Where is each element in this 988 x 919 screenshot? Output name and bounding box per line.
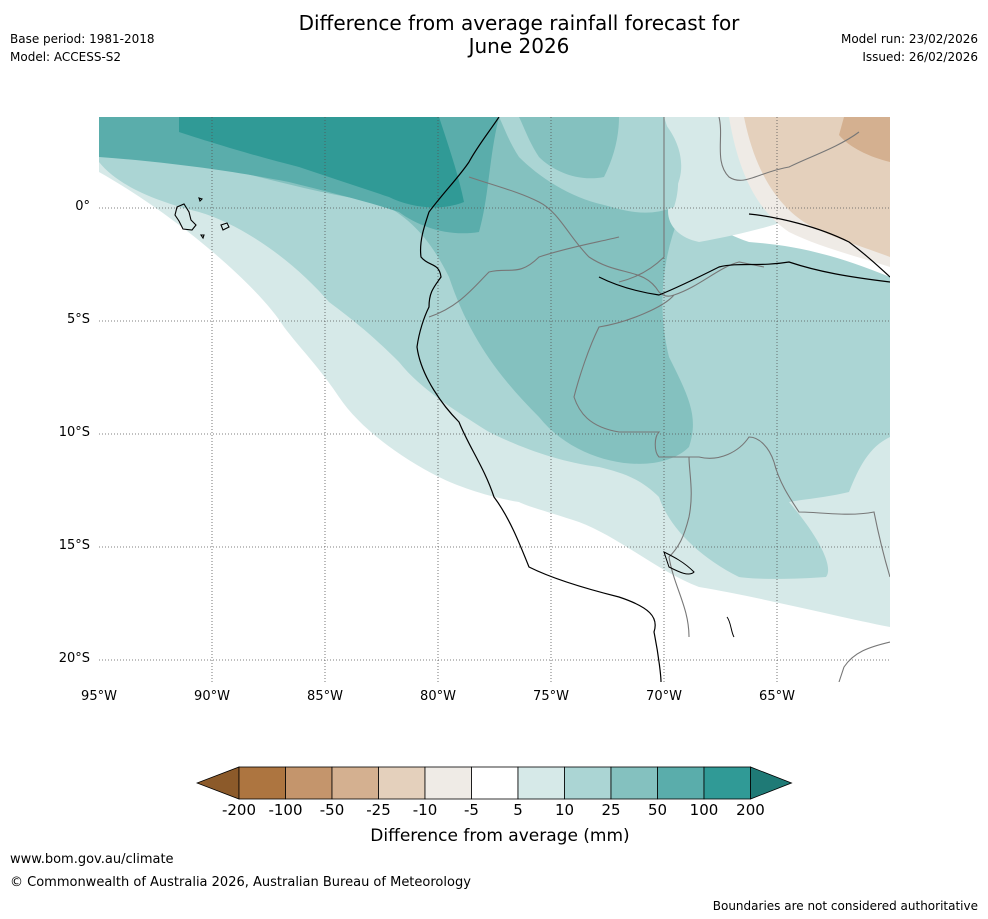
model-text: Model: ACCESS-S2 <box>10 50 122 64</box>
border-colombia-peru <box>468 176 675 297</box>
legend-tick-label: -5 <box>464 801 479 819</box>
lat-label-5s: 5°S <box>66 312 90 327</box>
lon-label-90w: 90°W <box>194 689 230 704</box>
legend-swatch <box>424 766 472 800</box>
legend-tick-label: -200 <box>221 801 257 819</box>
island-small-2 <box>199 234 205 240</box>
island-santa-cruz <box>220 222 230 231</box>
lon-label-70w: 70°W <box>646 689 682 704</box>
contour-100-200 <box>179 117 464 208</box>
island-isabela <box>174 203 197 231</box>
graticule <box>99 117 890 682</box>
legend-swatch <box>610 766 658 800</box>
galapagos-islands <box>174 197 230 240</box>
issued-text: Issued: 26/02/2026 <box>862 50 978 64</box>
legend-tick-label: -10 <box>412 801 438 819</box>
legend-swatch <box>285 766 333 800</box>
footer-disclaimer: Boundaries are not considered authoritat… <box>712 899 978 913</box>
lake-poopo <box>726 616 735 638</box>
lon-label-95w: 95°W <box>81 689 117 704</box>
legend-tick-label: -100 <box>268 801 303 819</box>
country-borders <box>428 117 890 682</box>
legend-arrow-high <box>750 766 793 800</box>
legend-tick-label: 100 <box>689 801 719 819</box>
title-line-1: Difference from average rainfall forecas… <box>298 11 740 35</box>
legend-swatch <box>378 766 426 800</box>
legend-title: Difference from average (mm) <box>370 826 630 846</box>
border-venezuela-guyana <box>718 117 860 181</box>
border-peru-brazil-bolivia <box>573 294 775 463</box>
legend-arrow-low <box>196 766 240 800</box>
legend-tick-label: 50 <box>647 801 668 819</box>
lon-label-65w: 65°W <box>759 689 795 704</box>
border-colombia-brazil <box>673 261 765 296</box>
contour-25-50-north <box>519 117 619 179</box>
border-paraguay <box>838 641 890 682</box>
legend-swatch <box>564 766 612 800</box>
legend-swatch <box>471 766 519 800</box>
contour-dry-minus10 <box>744 117 890 257</box>
lat-label-15s: 15°S <box>58 538 90 553</box>
legend-tick-label: 25 <box>601 801 621 819</box>
border-peru-bolivia-chile <box>668 456 692 638</box>
legend-swatch <box>703 766 751 800</box>
lat-label-0: 0° <box>75 199 90 214</box>
base-period-text: Base period: 1981-2018 <box>10 32 155 46</box>
lon-label-85w: 85°W <box>307 689 343 704</box>
legend-tick-label: 200 <box>736 801 765 819</box>
lat-label-10s: 10°S <box>58 425 90 440</box>
border-bolivia-brazil-south <box>773 461 890 578</box>
border-ecuador-peru <box>428 236 620 318</box>
title-line-2: June 2026 <box>468 34 570 58</box>
lon-label-75w: 75°W <box>533 689 569 704</box>
coastline-amazon-river <box>598 261 890 296</box>
header-left: Base period: 1981-2018 Model: ACCESS-S2 <box>10 30 155 66</box>
coastline <box>416 117 890 682</box>
model-run-text: Model run: 23/02/2026 <box>840 32 978 46</box>
border-venezuela-colombia <box>618 117 665 283</box>
rainfall-anomaly-map[interactable] <box>99 117 890 682</box>
lon-label-80w: 80°W <box>420 689 456 704</box>
header-right: Model run: 23/02/2026 Issued: 26/02/2026 <box>841 30 978 66</box>
island-small-1 <box>198 197 204 203</box>
legend-tick-label: -25 <box>366 801 391 819</box>
footer-copyright: © Commonwealth of Australia 2026, Austra… <box>10 875 471 890</box>
contour-25-50 <box>99 117 693 464</box>
contour-dry-minus25 <box>839 117 890 162</box>
legend-tick-label: 5 <box>513 801 523 819</box>
legend-swatch <box>238 766 286 800</box>
lake-titicaca-shape <box>663 551 695 575</box>
coastline-pacific <box>416 117 662 682</box>
legend-tick-label: 10 <box>554 801 575 819</box>
coastline-orinoco <box>748 213 890 278</box>
legend-tick-label: -50 <box>319 801 345 819</box>
legend-swatch <box>657 766 705 800</box>
lat-label-20s: 20°S <box>58 651 90 666</box>
legend-swatch <box>517 766 565 800</box>
legend-swatch <box>331 766 379 800</box>
lake-titicaca <box>663 551 735 638</box>
legend-colorbar <box>196 766 793 800</box>
page-title: Difference from average rainfall forecas… <box>244 12 794 58</box>
footer-website[interactable]: www.bom.gov.au/climate <box>10 852 174 867</box>
